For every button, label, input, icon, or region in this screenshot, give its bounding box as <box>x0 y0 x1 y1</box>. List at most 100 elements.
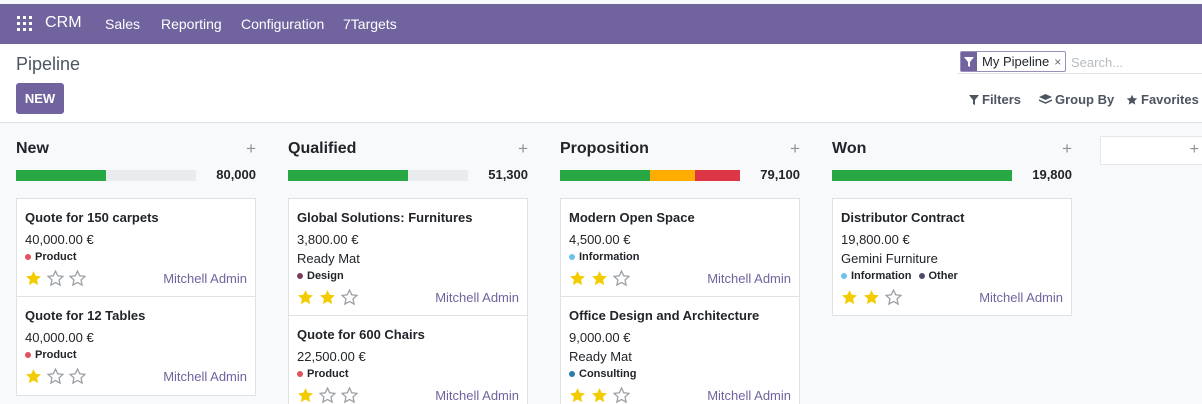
filters-button[interactable]: Filters <box>969 92 1021 107</box>
column-add-icon[interactable]: + <box>790 139 800 158</box>
column-title: Won <box>832 140 867 157</box>
card-title: Quote for 150 carpets <box>25 210 159 225</box>
progress-segment[interactable] <box>650 170 695 181</box>
progress-segment[interactable] <box>560 170 650 181</box>
opportunity-card[interactable]: Quote for 12 Tables 40,000.00 € Product Mit… <box>16 297 256 396</box>
opportunity-card[interactable]: Office Design and Architecture 9,000.00 €… <box>560 297 800 404</box>
star-empty-icon[interactable] <box>47 368 64 385</box>
opportunity-card[interactable]: Distributor Contract 19,800.00 € Gemini Fu… <box>832 198 1072 316</box>
tag-color-dot <box>569 254 575 260</box>
star-filled-icon[interactable] <box>319 289 336 306</box>
column-progress-bar[interactable] <box>832 170 1012 181</box>
add-column-icon[interactable]: + <box>1189 141 1199 158</box>
progress-segment[interactable] <box>832 170 1012 181</box>
breadcrumb: Pipeline <box>16 54 81 74</box>
tag-color-dot <box>918 273 925 279</box>
star-empty-icon[interactable] <box>319 387 336 404</box>
star-filled-icon[interactable] <box>863 289 880 306</box>
star-filled-icon[interactable] <box>591 270 608 287</box>
priority-stars[interactable] <box>569 270 635 287</box>
star-icon <box>1126 94 1138 105</box>
card-tags: Design <box>297 270 351 282</box>
priority-stars[interactable] <box>841 289 907 306</box>
card-assignee[interactable]: Mitchell Admin <box>979 290 1063 305</box>
priority-stars[interactable] <box>297 289 363 306</box>
card-tags: Product <box>25 349 84 361</box>
card-assignee[interactable]: Mitchell Admin <box>163 271 247 286</box>
tag-color-dot <box>25 352 31 358</box>
menu-reporting[interactable]: Reporting <box>161 16 222 32</box>
star-filled-icon[interactable] <box>841 289 858 306</box>
menu-sales[interactable]: Sales <box>105 16 141 32</box>
star-filled-icon[interactable] <box>297 387 314 404</box>
star-empty-icon[interactable] <box>885 289 902 306</box>
card-tags: Information <box>569 251 647 263</box>
groupby-label: Group By <box>1055 92 1115 107</box>
column-progress-bar[interactable] <box>560 170 740 181</box>
column-add-icon[interactable]: + <box>1062 139 1072 158</box>
card-title: Quote for 12 Tables <box>25 308 146 323</box>
control-panel: Pipeline NEW My Pipeline × Filters Group… <box>0 44 1202 123</box>
star-filled-icon[interactable] <box>591 387 608 404</box>
card-assignee[interactable]: Mitchell Admin <box>435 290 519 305</box>
star-filled-icon[interactable] <box>569 270 586 287</box>
tag-color-dot <box>569 371 575 377</box>
app-name[interactable]: CRM <box>45 14 82 31</box>
card-assignee[interactable]: Mitchell Admin <box>163 369 247 384</box>
groupby-button[interactable]: Group By <box>1039 92 1114 107</box>
card-assignee[interactable]: Mitchell Admin <box>707 271 791 286</box>
opportunity-card[interactable]: Quote for 150 carpets 40,000.00 € Product M… <box>16 198 256 297</box>
card-amount: 40,000.00 € <box>25 232 94 247</box>
card-tags: Information Other <box>841 270 965 282</box>
star-empty-icon[interactable] <box>341 289 358 306</box>
tag: Information <box>841 270 912 282</box>
opportunity-card[interactable]: Quote for 600 Chairs 22,500.00 € Product Mi… <box>288 316 528 404</box>
star-empty-icon[interactable] <box>613 270 630 287</box>
tag: Design <box>297 270 344 282</box>
card-amount: 9,000.00 € <box>569 330 631 345</box>
priority-stars[interactable] <box>569 387 635 404</box>
star-filled-icon[interactable] <box>25 368 42 385</box>
star-filled-icon[interactable] <box>25 270 42 287</box>
filter-icon <box>969 94 979 105</box>
star-empty-icon[interactable] <box>69 270 86 287</box>
favorites-button[interactable]: Favorites <box>1126 92 1199 107</box>
search-input[interactable] <box>1071 53 1199 71</box>
card-title: Modern Open Space <box>569 210 695 225</box>
card-tags: Product <box>25 251 84 263</box>
card-assignee[interactable]: Mitchell Admin <box>435 388 519 403</box>
star-filled-icon[interactable] <box>569 387 586 404</box>
progress-segment[interactable] <box>695 170 740 181</box>
new-button[interactable]: NEW <box>16 83 64 114</box>
star-empty-icon[interactable] <box>47 270 64 287</box>
apps-menu-icon[interactable] <box>17 16 32 31</box>
star-empty-icon[interactable] <box>613 387 630 404</box>
card-tags: Consulting <box>569 368 643 380</box>
column-progress-bar[interactable] <box>288 170 468 181</box>
progress-segment[interactable] <box>16 170 106 181</box>
tag-color-dot <box>297 273 303 279</box>
column-total: 79,100 <box>760 167 800 182</box>
priority-stars[interactable] <box>25 368 91 385</box>
priority-stars[interactable] <box>25 270 91 287</box>
star-empty-icon[interactable] <box>69 368 86 385</box>
add-column[interactable]: + <box>1100 136 1202 165</box>
card-company: Ready Mat <box>569 349 632 364</box>
facet-close-icon[interactable]: × <box>1054 54 1062 69</box>
column-add-icon[interactable]: + <box>246 139 256 158</box>
opportunity-card[interactable]: Global Solutions: Furnitures 3,800.00 € Re… <box>288 198 528 316</box>
column-title: New <box>16 140 49 157</box>
star-filled-icon[interactable] <box>297 289 314 306</box>
column-total: 80,000 <box>216 167 256 182</box>
menu-7targets[interactable]: 7Targets <box>343 16 397 32</box>
tag-color-dot <box>25 254 31 260</box>
opportunity-card[interactable]: Modern Open Space 4,500.00 € Information Mi… <box>560 198 800 297</box>
priority-stars[interactable] <box>297 387 363 404</box>
column-progress-bar[interactable] <box>16 170 196 181</box>
card-assignee[interactable]: Mitchell Admin <box>707 388 791 403</box>
menu-configuration[interactable]: Configuration <box>241 16 325 32</box>
star-empty-icon[interactable] <box>341 387 358 404</box>
progress-segment[interactable] <box>288 170 409 181</box>
column-add-icon[interactable]: + <box>518 139 528 158</box>
card-amount: 22,500.00 € <box>297 349 366 364</box>
